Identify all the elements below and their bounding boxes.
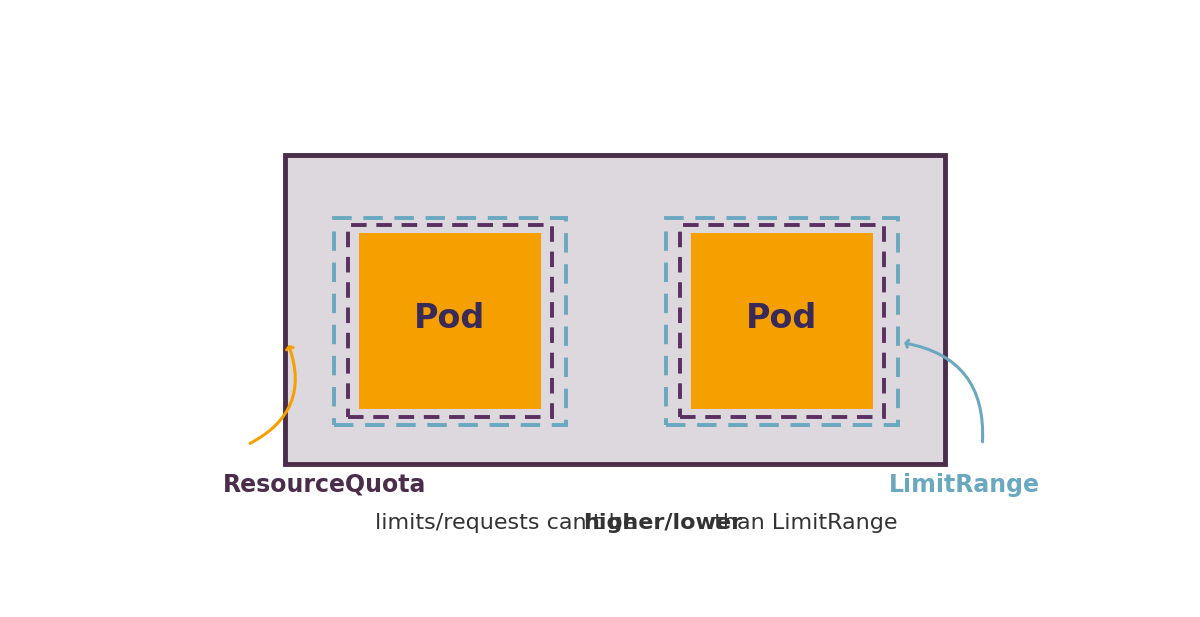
Text: limits/requests can't be: limits/requests can't be xyxy=(376,513,644,533)
Text: ResourceQuota: ResourceQuota xyxy=(222,473,426,497)
Bar xyxy=(348,225,552,417)
Text: Pod: Pod xyxy=(746,302,817,335)
Bar xyxy=(359,233,541,409)
Text: Pod: Pod xyxy=(414,302,486,335)
Bar xyxy=(691,233,872,409)
Text: LimitRange: LimitRange xyxy=(889,473,1040,497)
Text: higher/lower: higher/lower xyxy=(583,513,743,533)
Bar xyxy=(680,225,883,417)
Text: than LimitRange: than LimitRange xyxy=(707,513,898,533)
Bar xyxy=(666,218,898,424)
Bar xyxy=(334,218,565,424)
Bar xyxy=(284,155,946,463)
